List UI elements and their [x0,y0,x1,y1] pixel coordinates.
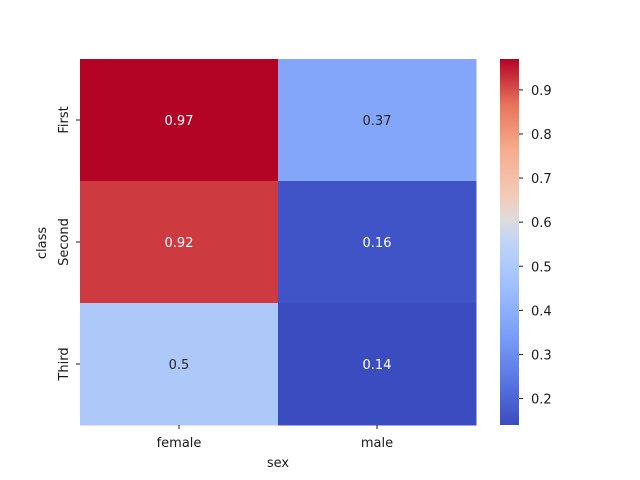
y-tick-label: Third [57,347,72,381]
heatmap-cell [278,59,477,182]
colorbar-tick-label: 0.7 [531,172,552,187]
heatmap-cell [80,59,279,182]
colorbar-tick-label: 0.4 [531,304,552,319]
colorbar-tick-label: 0.2 [531,393,552,408]
y-axis-label: class [35,227,50,259]
heatmap-cell [80,181,279,304]
cell-value-label: 0.97 [165,114,194,129]
x-axis-label: sex [267,456,290,471]
x-tick-label: male [361,436,393,451]
colorbar-tick-label: 0.8 [531,128,552,143]
colorbar: 0.2 0.3 0.4 0.5 0.6 0.7 0.8 0.9 [500,59,552,425]
cell-value-label: 0.37 [363,114,392,129]
y-tick-label: Second [57,218,72,266]
heatmap-cell-labels: 0.97 0.37 0.92 0.16 0.5 0.14 [165,114,392,373]
y-tick-label: First [57,106,72,133]
colorbar-tick-label: 0.6 [531,216,552,231]
colorbar-tick-label: 0.3 [531,348,552,363]
x-tick-label: female [157,436,202,451]
cell-value-label: 0.5 [169,358,190,373]
cell-value-label: 0.14 [363,358,392,373]
colorbar-gradient [500,59,519,425]
cell-value-label: 0.92 [165,236,194,251]
cell-value-label: 0.16 [363,236,392,251]
colorbar-tick-label: 0.9 [531,84,552,99]
colorbar-tick-label: 0.5 [531,260,552,275]
y-axis-ticks: First Second Third [57,106,80,382]
x-axis-ticks: female male [157,425,393,451]
colorbar-ticks: 0.2 0.3 0.4 0.5 0.6 0.7 0.8 0.9 [519,84,552,408]
heatmap-cells [80,59,477,426]
heatmap-cell [278,303,477,426]
heatmap-cell [80,303,279,426]
heatmap-cell [278,181,477,304]
